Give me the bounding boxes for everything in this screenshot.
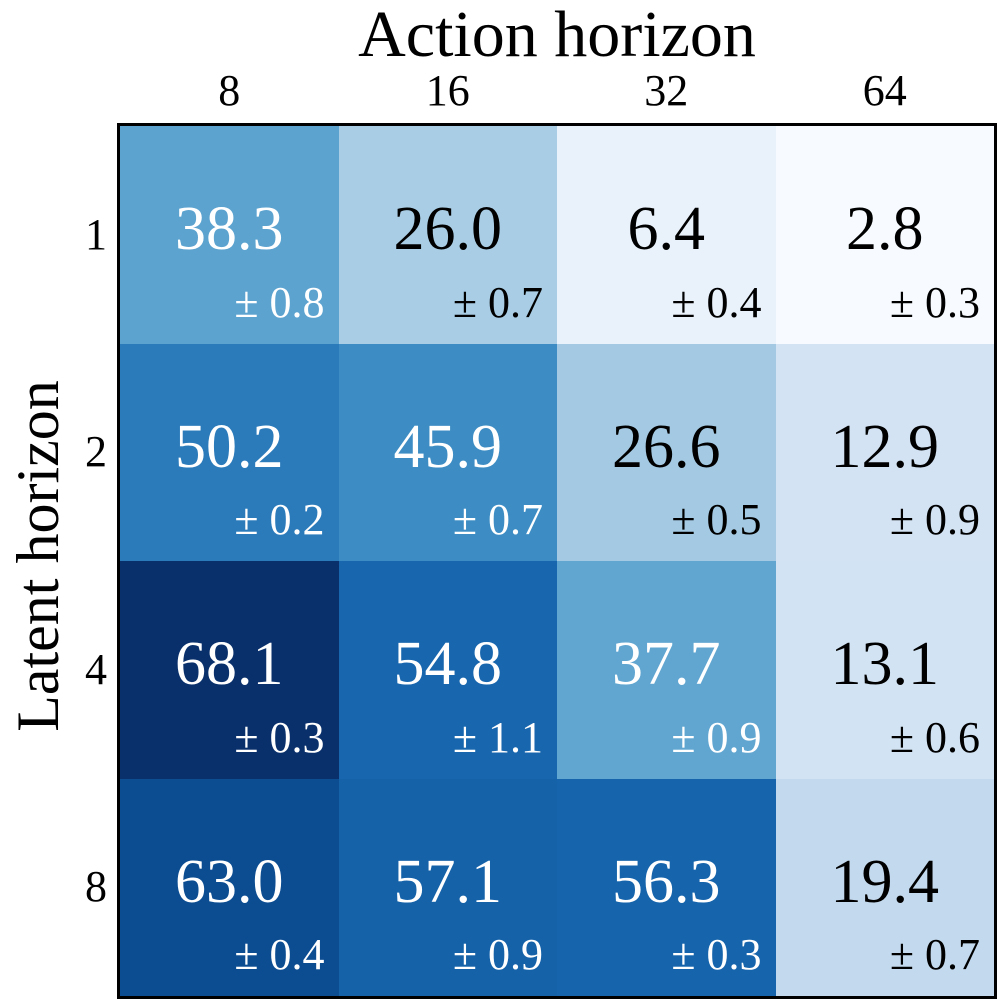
cell-value-label: 19.4 <box>830 847 940 916</box>
cell-value-label: 54.8 <box>393 630 503 698</box>
cell-error-label: ± 0.9 <box>889 495 980 544</box>
cell-error-label: ± 0.4 <box>671 277 762 327</box>
cell-error-label: ± 0.9 <box>671 712 762 762</box>
heatmap-grid: 38.3 ± 0.8 26.0 ± 0.7 6.4 ± 0.4 2.8 ± 0.3 50.2 ± … <box>117 123 997 999</box>
heatmap-cell: 54.8 ± 1.1 <box>338 561 557 779</box>
cell-value-label: 57.1 <box>393 847 503 916</box>
heatmap-cell: 37.7 ± 0.9 <box>557 561 776 779</box>
heatmap-cell: 26.6 ± 0.5 <box>557 343 776 561</box>
heatmap-cell: 6.4 ± 0.4 <box>557 126 776 344</box>
heatmap-cell: 13.1 ± 0.6 <box>775 561 994 779</box>
y-tick-label: 2 <box>85 427 107 477</box>
heatmap-cell: 68.1 ± 0.3 <box>120 561 339 779</box>
cell-value-label: 13.1 <box>830 630 940 698</box>
cell-error-label: ± 0.3 <box>234 712 325 762</box>
cell-error-label: ± 0.3 <box>671 930 762 979</box>
heatmap-cell: 45.9 ± 0.7 <box>338 343 557 561</box>
cell-value-label: 63.0 <box>175 847 284 916</box>
heatmap-cell: 56.3 ± 0.3 <box>557 778 776 996</box>
heatmap-cell: 50.2 ± 0.2 <box>120 343 339 561</box>
cell-value-label: 56.3 <box>612 847 721 916</box>
y-axis-title-wrap: Latent horizon <box>2 346 74 766</box>
heatmap-cell: 2.8 ± 0.3 <box>775 126 994 344</box>
cell-value-label: 12.9 <box>830 412 940 481</box>
cell-value-label: 26.0 <box>393 195 503 263</box>
heatmap-cell: 38.3 ± 0.8 <box>120 126 339 344</box>
cell-error-label: ± 0.7 <box>452 277 543 327</box>
cell-value-label: 45.9 <box>393 412 503 481</box>
x-tick-label: 16 <box>425 66 470 115</box>
y-axis-title: Latent horizon <box>5 380 72 732</box>
cell-value-label: 50.2 <box>175 412 284 481</box>
cell-error-label: ± 0.8 <box>234 277 325 327</box>
cell-error-label: ± 0.6 <box>889 712 980 762</box>
cell-error-label: ± 0.2 <box>234 495 325 544</box>
cell-error-label: ± 0.5 <box>671 495 762 544</box>
cell-error-label: ± 0.9 <box>452 930 543 979</box>
heatmap-cell: 12.9 ± 0.9 <box>775 343 994 561</box>
cell-value-label: 6.4 <box>627 195 706 263</box>
cell-value-label: 2.8 <box>846 195 924 263</box>
cell-error-label: ± 0.7 <box>889 930 980 979</box>
y-tick-label: 1 <box>85 209 107 259</box>
cell-error-label: ± 0.4 <box>234 930 325 979</box>
cell-value-label: 38.3 <box>175 195 284 263</box>
heatmap-cell: 26.0 ± 0.7 <box>338 126 557 344</box>
cell-error-label: ± 0.7 <box>452 495 543 544</box>
heatmap-cell: 57.1 ± 0.9 <box>338 778 557 996</box>
cell-value-label: 37.7 <box>612 630 721 698</box>
heatmap-cell: 63.0 ± 0.4 <box>120 778 339 996</box>
y-tick-label: 8 <box>85 862 107 912</box>
cell-value-label: 68.1 <box>175 630 284 698</box>
cell-error-label: ± 1.1 <box>452 712 543 762</box>
cell-value-label: 26.6 <box>612 412 721 481</box>
x-tick-label: 64 <box>862 66 907 115</box>
heatmap-cell: 19.4 ± 0.7 <box>775 778 994 996</box>
x-tick-label: 8 <box>218 66 241 115</box>
x-tick-label: 32 <box>644 66 689 115</box>
y-tick-label: 4 <box>85 644 107 694</box>
cell-error-label: ± 0.3 <box>889 277 980 327</box>
x-axis-title: Action horizon <box>358 0 756 71</box>
